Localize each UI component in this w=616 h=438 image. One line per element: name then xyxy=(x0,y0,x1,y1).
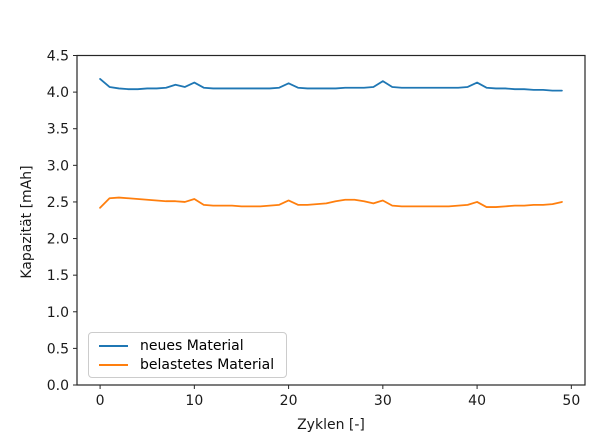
x-tick-label: 10 xyxy=(185,393,203,409)
x-tick-label: 40 xyxy=(468,393,486,409)
legend-label-belastetes-material: belastetes Material xyxy=(140,356,275,373)
x-tick-label: 30 xyxy=(374,393,392,409)
x-tick-label: 20 xyxy=(280,393,298,409)
y-tick-label: 4.0 xyxy=(47,85,69,101)
y-tick-label: 1.0 xyxy=(47,305,69,321)
legend-line-sample-orange xyxy=(99,363,128,366)
plot-area: 0 10 20 30 40 50 0.0 0.5 1.0 1.5 2.0 2.5 3.0 3.5 4.0 4.… xyxy=(47,49,586,409)
plot-border xyxy=(76,54,586,386)
y-tick-label: 0.5 xyxy=(47,341,69,357)
series-line-neues-material xyxy=(99,78,563,92)
y-tick-label: 0.0 xyxy=(47,378,69,394)
legend-label-neues-material: neues Material xyxy=(140,337,244,354)
legend-item-neues-material: neues Material xyxy=(99,336,286,355)
x-axis-label: Zyklen [-] xyxy=(297,417,365,433)
y-tick-label: 2.0 xyxy=(47,232,69,248)
y-tick-label: 4.5 xyxy=(47,49,69,65)
y-tick-label: 1.5 xyxy=(47,268,69,284)
legend: neues Material belastetes Material xyxy=(88,332,287,378)
x-tick-label: 0 xyxy=(96,393,105,409)
y-axis-label: Kapazität [mAh] xyxy=(19,165,35,278)
legend-item-belastetes-material: belastetes Material xyxy=(99,355,286,374)
y-tick-label: 3.0 xyxy=(47,158,69,174)
y-tick-label: 2.5 xyxy=(47,195,69,211)
y-tick-label: 3.5 xyxy=(47,122,69,138)
x-tick-label: 50 xyxy=(562,393,580,409)
legend-line-sample-blue xyxy=(99,344,128,347)
series-line-belastetes-material xyxy=(99,196,563,209)
